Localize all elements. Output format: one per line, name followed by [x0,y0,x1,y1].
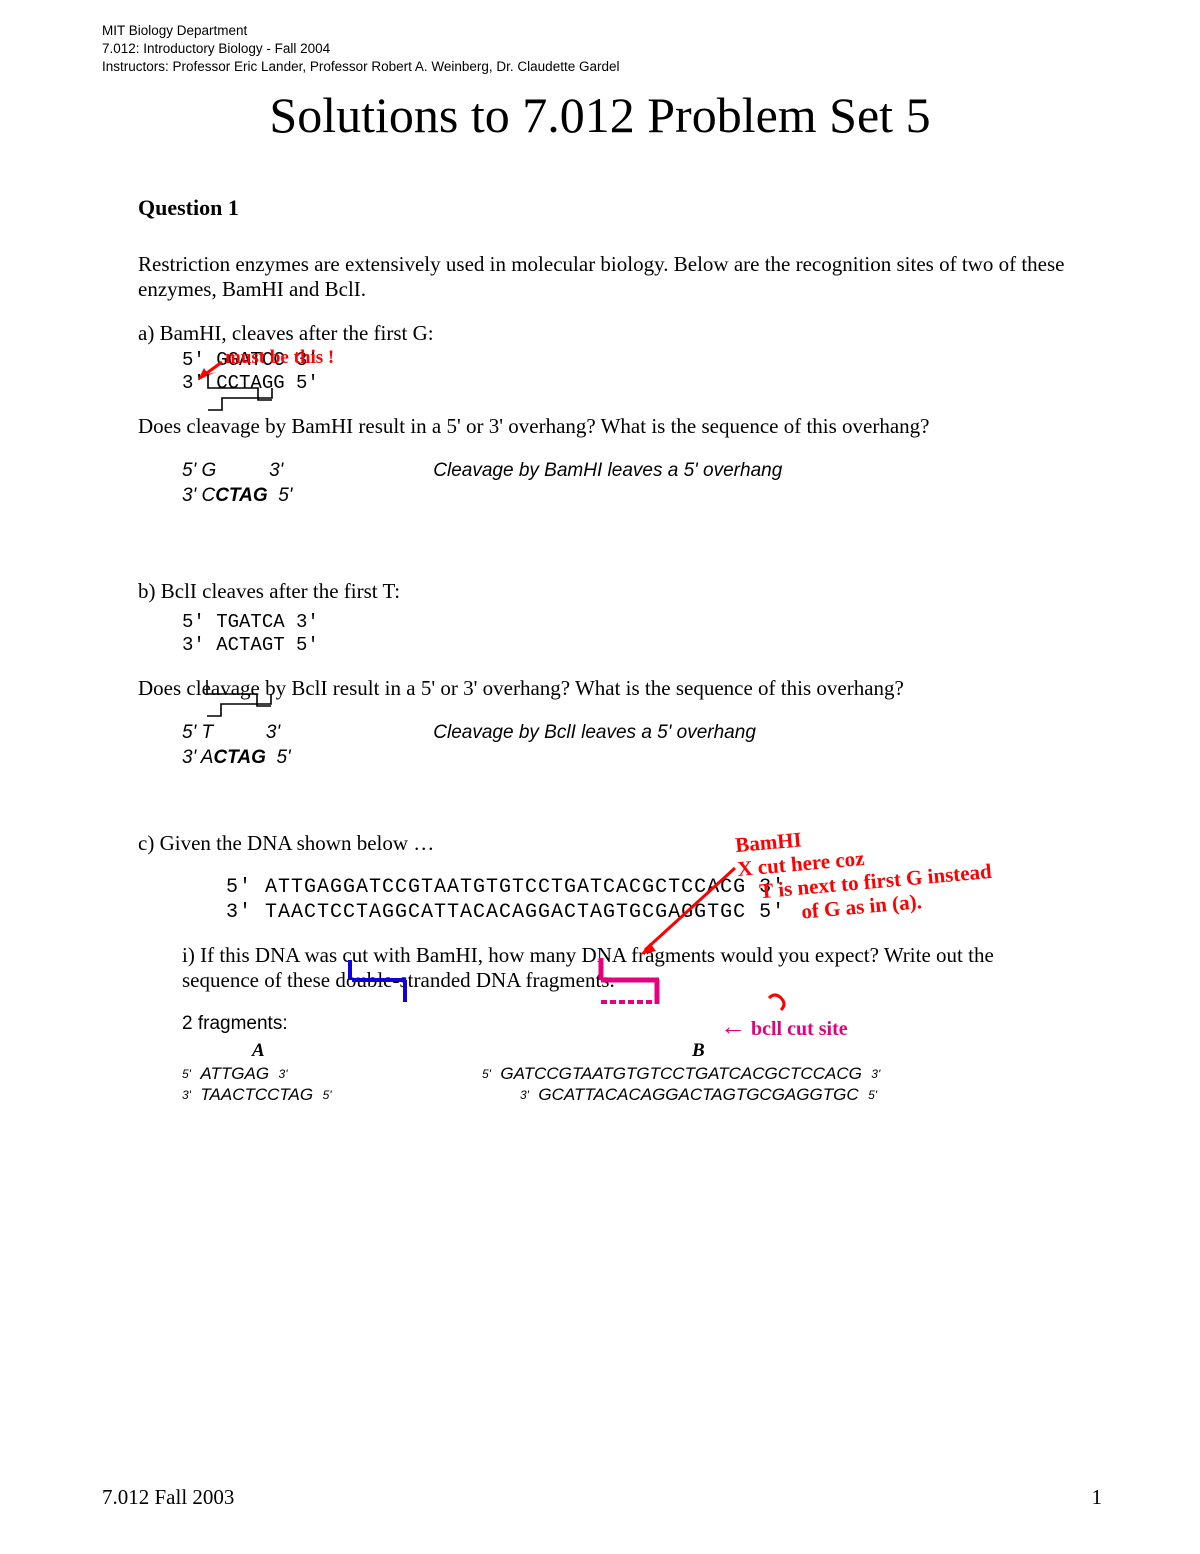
header-line-1: MIT Biology Department [102,22,619,40]
fragment-a-bot: 3' TAACTCCTAG 5' [182,1085,482,1106]
frag-a-top-seq: ATTGAG [200,1064,269,1083]
q1b-ans-top-left: 5' T [182,722,213,743]
q1c-prompt: c) Given the DNA shown below … [138,831,1073,857]
q1c-sequence: 5' ATTGAGGATCCGTAATGTGTCCTGATCACGCTCCACG… [226,875,1073,925]
q1c-seq-bot: 3' TAACTCCTAGGCATTACACAGGACTAGTGCGAGGTGC… [226,900,1073,925]
q1b-ans-top-right: 3' [266,722,280,743]
course-header: MIT Biology Department 7.012: Introducto… [102,22,619,77]
q1b-ans-bot-bold: CTAG [213,747,265,768]
q1b-ans-bot-left: 3' A [182,747,213,768]
fragment-b-bot: 3' GCATTACACAGGACTAGTGCGAGGTGC 5' [482,1085,1073,1106]
q1b-prompt: b) BclI cleaves after the first T: [138,579,1073,605]
fragment-a-top: 5' ATTGAG 3' [182,1064,482,1085]
q1a-prompt: a) BamHI, cleaves after the first G: [138,321,1073,347]
q1b-ans-bot-right: 5' [276,747,290,768]
q1b-ans-text: Cleavage by BclI leaves a 5' overhang [433,722,756,743]
q1a-ans-bot-bold: CTAG [215,485,267,506]
q1a-ans-top-right: 3' [269,460,283,481]
q1b-answer: 5' T 3' Cleavage by BclI leaves a 5' ove… [182,720,1073,771]
q1a-sequence: 5' GGATCC 3' 3' CCTAGG 5' [182,349,1073,397]
page-title: Solutions to 7.012 Problem Set 5 [0,86,1200,144]
frag-a-bot-seq: TAACTCCTAG [200,1085,313,1104]
fragment-b-label: B [692,1040,705,1061]
q1a-seq-top: 5' GGATCC 3' [182,349,1073,373]
header-line-2: 7.012: Introductory Biology - Fall 2004 [102,40,619,58]
q1a-ans-top-left: 5' G [182,460,216,481]
header-line-3: Instructors: Professor Eric Lander, Prof… [102,58,619,76]
page-footer: 7.012 Fall 2003 1 [102,1485,1102,1510]
q1a-ans-bot-left: 3' C [182,485,215,506]
q1a-answer: 5' G 3' Cleavage by BamHI leaves a 5' ov… [182,458,1073,509]
fragment-b-top: 5' GATCCGTAATGTGTCCTGATCACGCTCCACG 3' [482,1064,1073,1085]
frag-b-top-seq: GATCCGTAATGTGTCCTGATCACGCTCCACG [500,1064,861,1083]
frag-b-bot-seq: GCATTACACAGGACTAGTGCGAGGTGC [538,1085,858,1104]
q1b-question: Does cleavage by BclI result in a 5' or … [138,676,1073,702]
footer-left: 7.012 Fall 2003 [102,1485,234,1510]
q1b-seq-top: 5' TGATCA 3' [182,611,1073,635]
fragment-a-label: A [252,1040,265,1061]
q1b-sequence: 5' TGATCA 3' 3' ACTAGT 5' [182,611,1073,659]
footer-page-number: 1 [1092,1485,1103,1510]
question-1-heading: Question 1 [138,195,1073,222]
content-area: Question 1 Restriction enzymes are exten… [138,195,1073,1106]
q1a-ans-bot-right: 5' [278,485,292,506]
q1a-question: Does cleavage by BamHI result in a 5' or… [138,414,1073,440]
q1b-seq-bot: 3' ACTAGT 5' [182,634,1073,658]
q1-intro: Restriction enzymes are extensively used… [138,252,1073,303]
fragment-count: 2 fragments: [182,1012,1073,1035]
q1c-sub-i: i) If this DNA was cut with BamHI, how m… [182,943,1073,994]
q1c-seq-top: 5' ATTGAGGATCCGTAATGTGTCCTGATCACGCTCCACG… [226,875,1073,900]
q1a-ans-text: Cleavage by BamHI leaves a 5' overhang [433,460,782,481]
q1a-seq-bot: 3' CCTAGG 5' [182,372,1073,396]
